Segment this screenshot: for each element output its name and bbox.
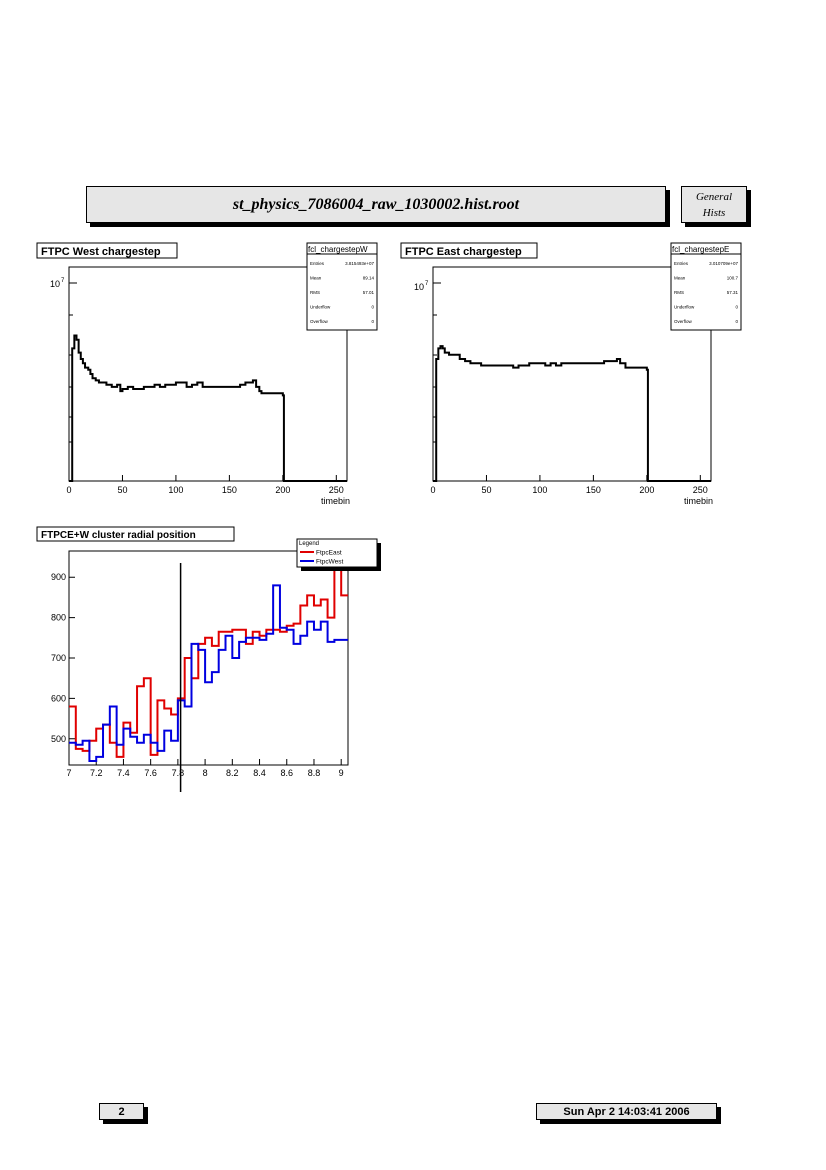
stats-box-frame	[306, 242, 378, 331]
x-tick-label: 250	[693, 485, 708, 495]
x-tick-label: 8.2	[226, 768, 239, 778]
tag-box: General Hists	[681, 186, 747, 223]
stats-name: fcl_chargestepE	[672, 245, 729, 254]
x-tick-label: 200	[275, 485, 290, 495]
legend-title: Legend	[299, 541, 319, 547]
east-chargestep-histogram	[433, 345, 711, 482]
x-tick-label: 100	[532, 485, 547, 495]
file-title: st_physics_7086004_raw_1030002.hist.root	[232, 195, 520, 213]
east-chargestep-panel: FTPC East chargestep 0 50 100 150 200 250 10 …	[400, 242, 742, 506]
legend-entry-label: FtpcWest	[316, 559, 344, 566]
stats-value: 57.31	[727, 290, 739, 295]
x-tick-label: 50	[117, 485, 127, 495]
east-stats-box: fcl_chargestepE Entries 3.010709e+07 Mean 10…	[670, 242, 742, 331]
y-tick-label: 500	[51, 734, 66, 744]
stats-label: Mean	[674, 276, 686, 281]
x-tick-label: 150	[586, 485, 601, 495]
east-title-box	[400, 242, 538, 259]
x-tick-label: 0	[66, 485, 71, 495]
tag-line-2: Hists	[702, 207, 726, 219]
radial-series	[69, 550, 348, 762]
x-tick-label: 7.4	[117, 768, 130, 778]
x-tick-label: 0	[430, 485, 435, 495]
page-number-box: 2	[99, 1103, 144, 1120]
stats-label: Underflow	[674, 305, 695, 310]
x-tick-label: 50	[481, 485, 491, 495]
x-tick-label: 150	[222, 485, 237, 495]
east-y-tick-exp: 7	[425, 281, 429, 287]
east-y-tick-base: 10	[414, 282, 424, 292]
west-stats-box: fcl_chargestepW Entries 3.815493e+07 Mean 89…	[306, 242, 378, 331]
y-tick-label: 900	[51, 572, 66, 582]
west-title-box	[36, 242, 178, 259]
radial-plot-frame	[68, 550, 349, 766]
west-x-axis-label: timebin	[321, 496, 350, 506]
stats-label: RMS	[674, 290, 684, 295]
stats-value: 57.01	[363, 290, 375, 295]
east-x-ticks: 0 50 100 150 200 250	[430, 282, 708, 495]
y-tick-label: 800	[51, 613, 66, 623]
east-x-axis-label: timebin	[684, 496, 713, 506]
east-plot-frame	[432, 266, 712, 482]
x-tick-label: 250	[329, 485, 344, 495]
stats-name: fcl_chargestepW	[308, 245, 368, 254]
stats-value: 0	[371, 305, 374, 310]
west-chart-title: FTPC West chargestep	[41, 246, 161, 258]
stats-value: 89.14	[363, 276, 375, 281]
timestamp-box: Sun Apr 2 14:03:41 2006	[536, 1103, 717, 1120]
stats-value: 3.010709e+07	[709, 261, 738, 266]
series-ftpcwest-line	[69, 584, 348, 762]
stats-label: Entries	[674, 261, 689, 266]
x-tick-label: 8.8	[308, 768, 321, 778]
legend-entries: FtpcEast FtpcWest	[300, 550, 344, 566]
stats-label: Overflow	[674, 319, 693, 324]
x-tick-label: 7	[66, 768, 71, 778]
stats-value: 3.815493e+07	[345, 261, 374, 266]
x-tick-label: 7.2	[90, 768, 103, 778]
legend-entry-label: FtpcEast	[316, 550, 342, 557]
stats-value: 0	[735, 305, 738, 310]
west-plot-frame	[68, 266, 348, 482]
stats-label: Overflow	[310, 319, 329, 324]
x-tick-label: 8.6	[280, 768, 293, 778]
radial-axis-ticks: 7 7.2 7.4 7.6 7.8 8 8.2 8.4 8.6 8.8 9 500 600 700 800 9…	[51, 572, 344, 778]
x-tick-label: 8.4	[253, 768, 266, 778]
west-chargestep-histogram	[69, 334, 347, 482]
radial-chart-title: FTPCE+W cluster radial position	[41, 530, 196, 541]
stats-value: 0	[371, 319, 374, 324]
west-chargestep-panel: FTPC West chargestep 0 50 100 150 200 250 10 …	[36, 242, 378, 506]
west-y-tick-base: 10	[50, 279, 60, 289]
y-tick-label: 600	[51, 693, 66, 703]
stats-value: 100.7	[727, 276, 739, 281]
west-y-tick-exp: 7	[61, 278, 65, 284]
x-tick-label: 7.6	[144, 768, 157, 778]
x-tick-label: 7.8	[172, 768, 185, 778]
tag-line-1: General	[695, 191, 733, 203]
stats-label: Mean	[310, 276, 322, 281]
stats-value: 0	[735, 319, 738, 324]
stats-label: Underflow	[310, 305, 331, 310]
east-chart-title: FTPC East chargestep	[405, 246, 522, 258]
y-tick-label: 700	[51, 653, 66, 663]
x-tick-label: 9	[339, 768, 344, 778]
timestamp: Sun Apr 2 14:03:41 2006	[563, 1105, 690, 1118]
x-tick-label: 8	[203, 768, 208, 778]
stats-label: RMS	[310, 290, 320, 295]
radial-position-panel: FTPCE+W cluster radial position 7 7.2 7.4 7…	[36, 526, 381, 792]
x-tick-label: 200	[639, 485, 654, 495]
stats-box-frame	[670, 242, 742, 331]
radial-title-box	[36, 526, 235, 542]
file-title-box: st_physics_7086004_raw_1030002.hist.root	[86, 186, 666, 223]
stats-label: Entries	[310, 261, 325, 266]
x-tick-label: 100	[168, 485, 183, 495]
page-number: 2	[118, 1105, 125, 1118]
